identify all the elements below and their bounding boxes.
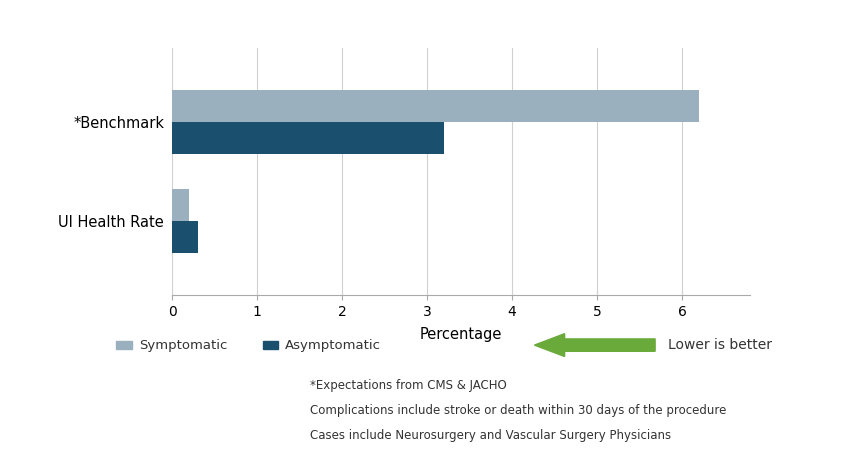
Bar bbox=[172, 90, 698, 122]
Text: Complications include stroke or death within 30 days of the procedure: Complications include stroke or death wi… bbox=[310, 404, 726, 417]
Text: *Expectations from CMS & JACHO: *Expectations from CMS & JACHO bbox=[310, 379, 506, 392]
FancyArrow shape bbox=[534, 334, 654, 357]
X-axis label: Percentage: Percentage bbox=[419, 327, 502, 342]
Text: Asymptomatic: Asymptomatic bbox=[285, 338, 381, 352]
Bar bbox=[172, 122, 443, 154]
Text: Lower is better: Lower is better bbox=[667, 338, 771, 352]
Bar bbox=[263, 341, 278, 349]
Bar bbox=[172, 221, 198, 253]
Text: Cases include Neurosurgery and Vascular Surgery Physicians: Cases include Neurosurgery and Vascular … bbox=[310, 428, 671, 442]
Bar bbox=[116, 341, 132, 349]
Bar bbox=[172, 189, 189, 221]
Text: Symptomatic: Symptomatic bbox=[139, 338, 227, 352]
